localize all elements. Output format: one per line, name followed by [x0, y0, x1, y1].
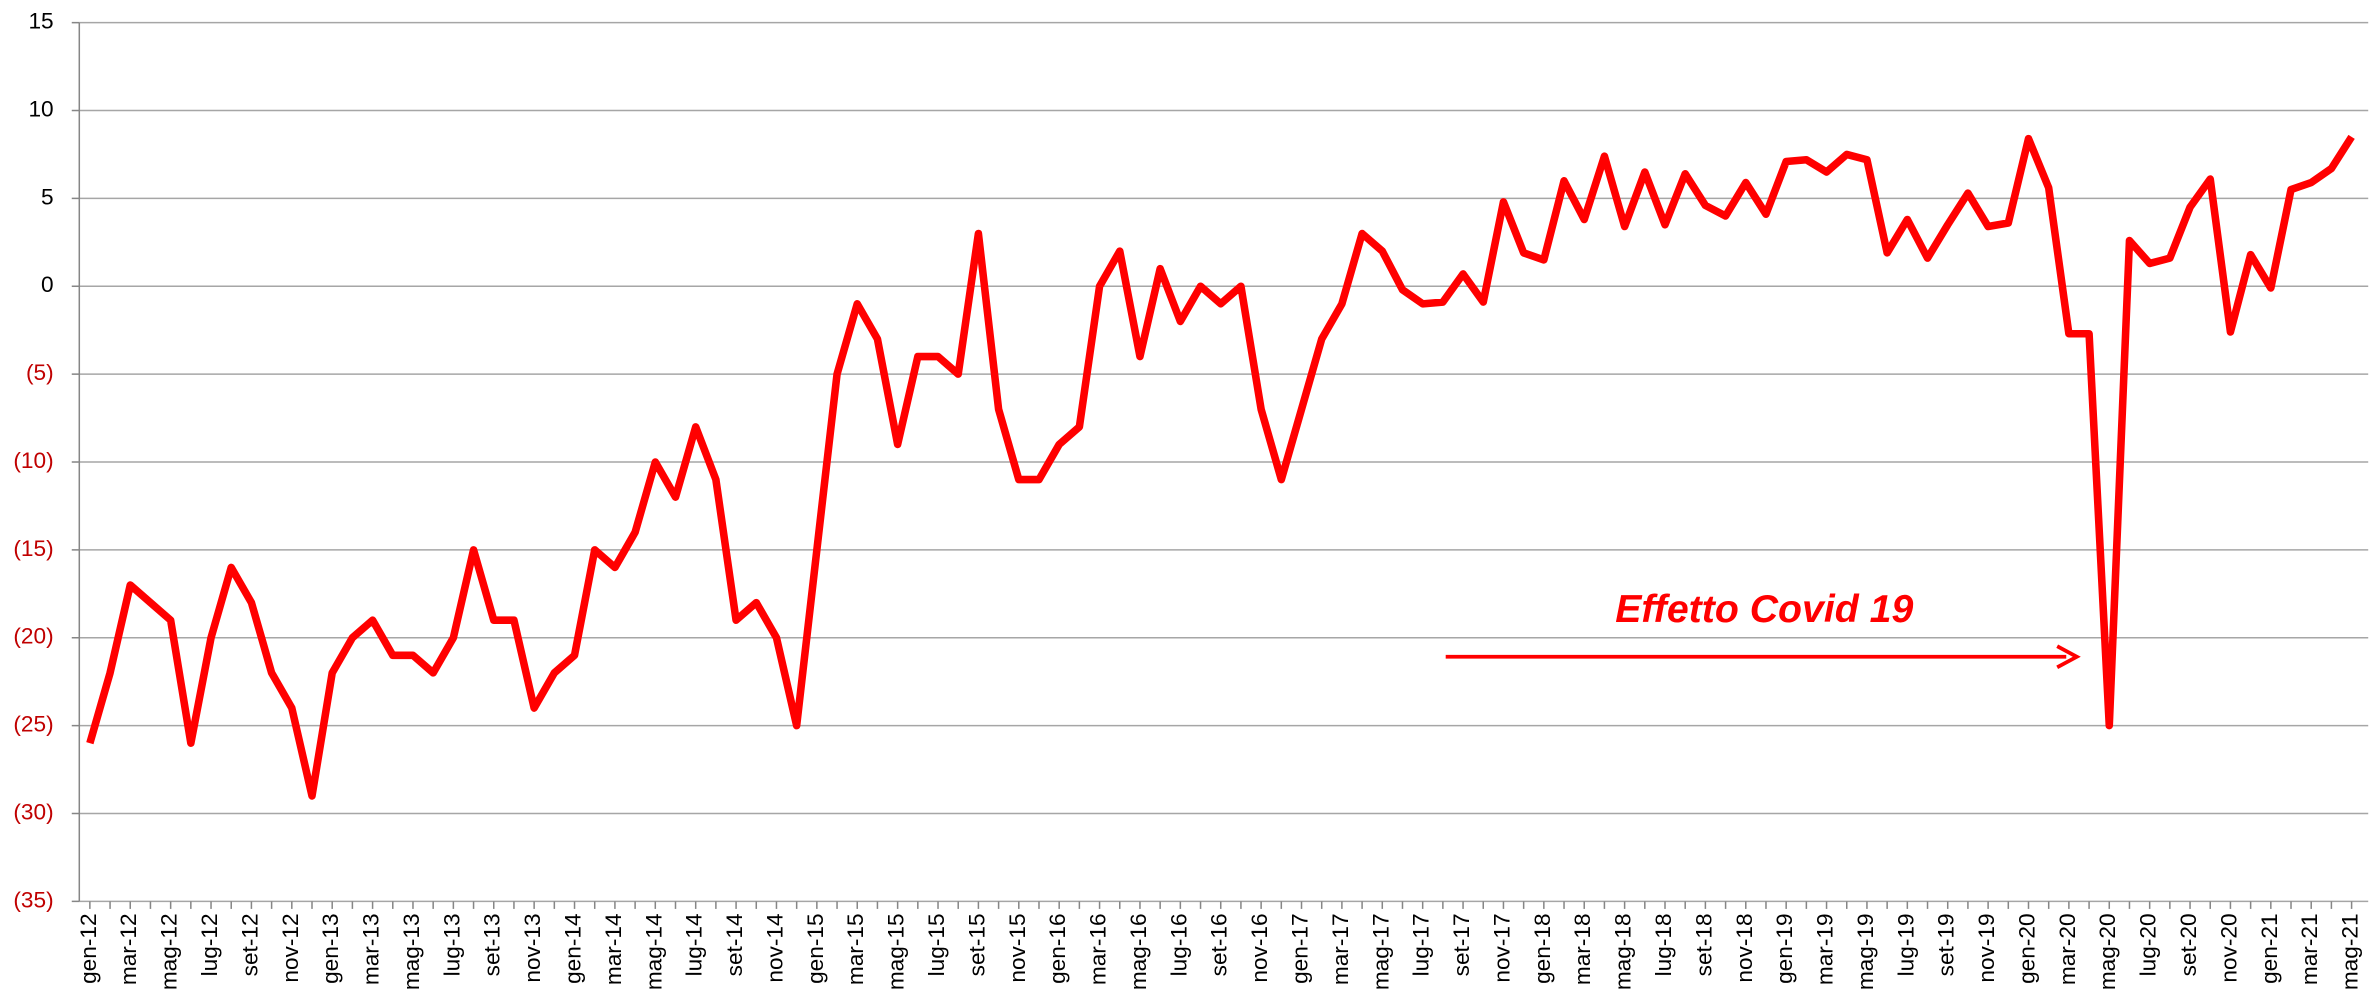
annotation-arrowhead: [2056, 644, 2081, 670]
x-tick-label: mar-13: [359, 913, 384, 985]
x-tick-label: nov-20: [2216, 913, 2241, 982]
x-tick-label: mar-17: [1328, 913, 1353, 985]
x-tick-label: nov-18: [1732, 913, 1757, 982]
x-tick-label: mag-14: [641, 913, 666, 990]
x-tick-label: set-17: [1449, 913, 1474, 976]
x-tick-label: set-13: [480, 913, 505, 976]
x-tick-label: gen-16: [1045, 913, 1070, 983]
y-tick-label: (15): [13, 536, 53, 561]
x-tick-label: lug-17: [1409, 913, 1434, 976]
y-tick-label: (5): [26, 360, 54, 385]
x-tick-label: mar-12: [116, 913, 141, 985]
y-tick-label: (10): [13, 448, 53, 473]
x-tick-label: gen-14: [561, 913, 586, 983]
x-tick-label: mag-16: [1126, 913, 1151, 990]
x-tick-label: nov-13: [520, 913, 545, 982]
x-tick-label: mag-15: [884, 913, 909, 990]
x-tick-label: nov-17: [1489, 913, 1514, 982]
x-tick-label: set-12: [237, 913, 262, 976]
x-tick-label: lug-12: [197, 913, 222, 976]
x-tick-label: set-18: [1691, 913, 1716, 976]
x-tick-label: lug-20: [2136, 913, 2161, 976]
x-tick-label: gen-21: [2257, 913, 2282, 983]
x-tick-label: lug-15: [924, 913, 949, 976]
x-tick-label: nov-19: [1974, 913, 1999, 982]
x-tick-label: gen-12: [76, 913, 101, 983]
y-tick-label: 10: [28, 97, 53, 122]
series-line: [86, 134, 2355, 800]
x-tick-label: nov-15: [1005, 913, 1030, 982]
y-tick-label: (25): [13, 712, 53, 737]
y-tick-label: (35): [13, 887, 53, 912]
x-tick-label: set-14: [722, 913, 747, 976]
y-tick-label: 15: [28, 9, 53, 34]
x-tick-label: lug-13: [439, 913, 464, 976]
x-tick-label: mag-12: [157, 913, 182, 990]
x-tick-label: mar-16: [1086, 913, 1111, 985]
x-tick-label: mar-14: [601, 913, 626, 985]
x-tick-label: mag-19: [1853, 913, 1878, 990]
x-tick-label: mar-21: [2297, 913, 2322, 985]
y-tick-label: (30): [13, 799, 53, 824]
x-tick-label: set-19: [1934, 913, 1959, 976]
x-tick-label: gen-19: [1772, 913, 1797, 983]
x-tick-label: mag-18: [1611, 913, 1636, 990]
x-tick-label: set-16: [1207, 913, 1232, 976]
y-tick-label: (20): [13, 624, 53, 649]
annotation: Effetto Covid 19: [1615, 587, 1913, 631]
x-tick-label: lug-18: [1651, 913, 1676, 976]
x-tick-label: lug-14: [682, 913, 707, 976]
y-tick-label: 5: [41, 184, 54, 209]
x-tick-label: gen-18: [1530, 913, 1555, 983]
x-tick-label: mar-18: [1570, 913, 1595, 985]
x-tick-label: mag-20: [2095, 913, 2120, 990]
x-tick-label: lug-16: [1166, 913, 1191, 976]
x-tick-label: gen-15: [803, 913, 828, 983]
x-tick-label: gen-17: [1287, 913, 1312, 983]
x-tick-label: set-15: [964, 913, 989, 976]
x-tick-label: nov-16: [1247, 913, 1272, 982]
x-tick-label: nov-14: [762, 913, 787, 982]
x-tick-label: mar-15: [843, 913, 868, 985]
x-tick-label: mar-20: [2055, 913, 2080, 985]
x-tick-label: gen-13: [318, 913, 343, 983]
x-tick-label: set-20: [2176, 913, 2201, 976]
x-tick-label: mag-21: [2338, 913, 2363, 990]
x-tick-label: mar-19: [1813, 913, 1838, 985]
y-tick-label: 0: [41, 272, 54, 297]
x-tick-label: mag-13: [399, 913, 424, 990]
x-tick-label: lug-19: [1893, 913, 1918, 976]
x-tick-label: nov-12: [278, 913, 303, 982]
x-tick-label: mag-17: [1368, 913, 1393, 990]
x-tick-label: gen-20: [2014, 913, 2039, 983]
